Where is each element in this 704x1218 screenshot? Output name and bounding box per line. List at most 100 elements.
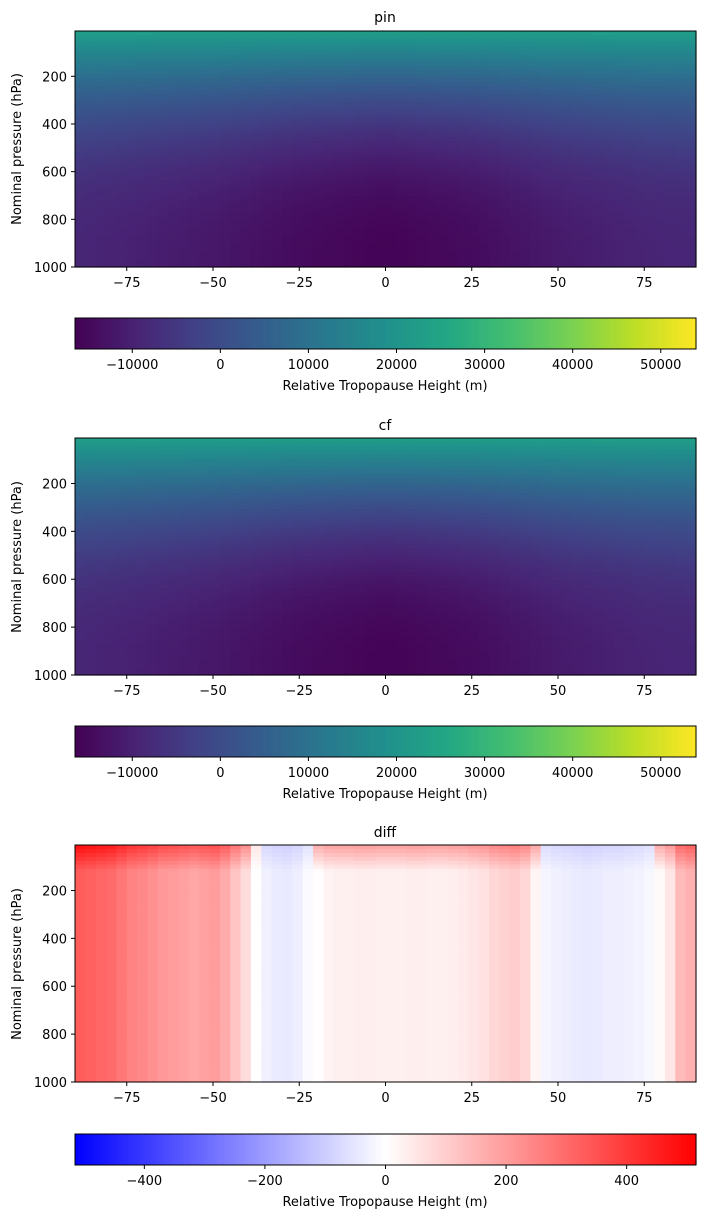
heatmap-cell [178,133,190,138]
heatmap-cell [75,544,86,550]
heatmap-cell [137,50,149,56]
heatmap-cell [375,90,387,95]
heatmap-cell [106,160,117,166]
heatmap-cell [168,453,180,459]
heatmap-cell [271,31,283,36]
heatmap-cell [344,176,356,182]
heatmap-cell [313,247,324,252]
heatmap-cell [188,58,200,64]
heatmap-cell [261,619,273,625]
heatmap-cell [602,50,614,56]
heatmap-cell [468,137,480,142]
heatmap-cell [582,200,594,205]
heatmap-cell [282,188,293,193]
heatmap-cell [499,70,511,75]
heatmap-cell [530,184,542,189]
heatmap-cell [344,62,356,67]
heatmap-cell [178,227,190,233]
heatmap-cell [633,86,645,91]
heatmap-cell [489,90,500,95]
heatmap-cell [344,243,356,248]
heatmap-cell [199,552,211,558]
heatmap-cell [240,74,252,79]
heatmap-cell [168,160,180,166]
heatmap-cell [147,520,159,526]
heatmap-cell [489,58,500,64]
heatmap-cell [644,58,656,64]
heatmap-cell [551,160,563,166]
heatmap-cell [395,42,407,48]
heatmap-cell [375,263,387,268]
heatmap-cell [188,453,200,459]
heatmap-cell [509,172,521,178]
heatmap-cell [561,125,573,130]
heatmap-cell [395,156,407,162]
heatmap-cell [364,164,376,170]
heatmap-cell [250,659,262,664]
heatmap-cell [344,200,356,205]
heatmap-cell [354,259,366,264]
heatmap-cell [416,156,428,162]
heatmap-cell [85,227,97,233]
heatmap-cell [168,501,180,506]
heatmap-cell [530,42,542,48]
heatmap-cell [344,227,356,233]
heatmap-cell [230,247,242,252]
heatmap-cell [613,31,625,36]
heatmap-cell [116,50,128,56]
heatmap-cell [385,34,397,40]
heatmap-cell [457,204,469,209]
heatmap-cell [230,180,242,185]
heatmap-cell [582,50,594,56]
heatmap-cell [499,109,511,115]
heatmap-cell [644,62,656,67]
heatmap-cell [157,109,169,115]
heatmap-cell [582,54,594,60]
heatmap-cell [364,46,376,52]
heatmap-cell [333,74,345,79]
heatmap-cell [520,192,531,197]
heatmap-cell [137,82,149,87]
heatmap-cell [375,211,387,217]
heatmap-cell [282,208,293,213]
heatmap-cell [447,34,459,40]
heatmap-cell [147,453,159,459]
heatmap-cell [271,453,283,459]
heatmap-cell [468,70,480,75]
heatmap-cell [633,219,645,225]
heatmap-cell [685,31,697,36]
heatmap-cell [592,192,604,197]
heatmap-cell [157,509,169,514]
heatmap-cell [240,215,252,221]
heatmap-cell [85,160,97,166]
heatmap-cell [520,50,531,56]
heatmap-cell [509,113,521,119]
heatmap-cell [426,121,438,126]
heatmap-cell [85,93,97,99]
heatmap-cell [551,90,563,95]
heatmap-cell [209,663,221,668]
heatmap-cell [561,204,573,209]
heatmap-cell [302,62,314,67]
heatmap-cell [157,651,169,656]
heatmap-cell [95,31,107,36]
heatmap-cell [582,133,594,138]
heatmap-cell [561,70,573,75]
heatmap-cell [313,125,324,130]
heatmap-cell [664,239,676,244]
heatmap-cell [106,505,117,510]
heatmap-cell [137,78,149,83]
heatmap-cell [250,105,262,111]
heatmap-cell [509,184,521,189]
heatmap-cell [592,239,604,244]
heatmap-cell [157,200,169,205]
heatmap-cell [561,149,573,154]
heatmap-cell [457,231,469,237]
heatmap-cell [468,231,480,237]
heatmap-cell [313,50,324,56]
heatmap-cell [447,164,459,170]
heatmap-cell [582,149,594,154]
heatmap-cell [147,125,159,130]
heatmap-cell [282,38,293,44]
colorbar-step [615,318,619,349]
